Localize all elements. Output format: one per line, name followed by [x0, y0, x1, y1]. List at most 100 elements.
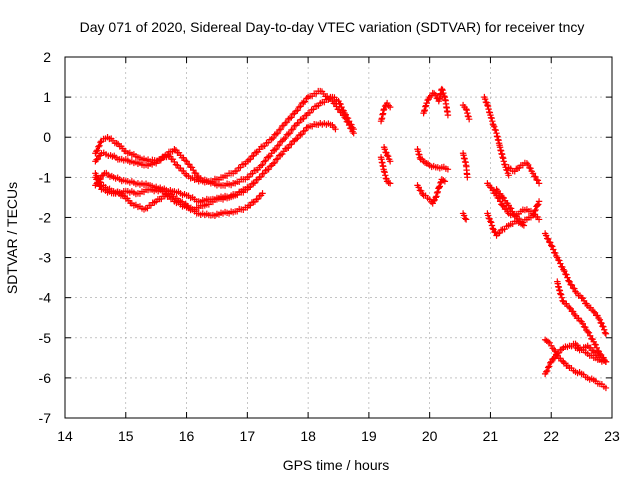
data-point: [544, 338, 552, 345]
data-point: [283, 118, 291, 126]
data-point: [420, 107, 428, 115]
data-point: [563, 271, 570, 278]
data-point: [285, 115, 292, 123]
data-point: [500, 158, 508, 165]
y-tick-label: -5: [39, 330, 52, 346]
x-tick-label: 14: [57, 428, 73, 444]
data-point: [490, 121, 497, 129]
data-point: [507, 205, 515, 212]
data-point: [295, 119, 303, 126]
data-point: [511, 212, 518, 219]
x-tick-label: 21: [483, 428, 499, 444]
data-point: [250, 152, 257, 159]
x-tick-label: 22: [543, 428, 559, 444]
data-point: [280, 136, 287, 143]
x-tick-label: 18: [300, 428, 316, 444]
series-segment-21a: [481, 93, 512, 179]
data-point: [554, 350, 561, 358]
data-point: [600, 326, 608, 333]
data-point: [558, 346, 566, 353]
data-point: [529, 170, 537, 177]
data-point: [560, 358, 567, 366]
data-point: [282, 119, 289, 127]
series-segment-20b: [414, 146, 452, 173]
data-point: [269, 134, 277, 142]
data-point: [438, 85, 446, 93]
series-track-e: [92, 170, 251, 213]
data-point: [277, 125, 284, 133]
data-point: [266, 152, 274, 160]
data-point: [585, 329, 593, 336]
data-point: [590, 308, 597, 315]
data-point: [590, 348, 597, 356]
data-point: [95, 143, 102, 150]
data-point: [386, 103, 394, 111]
data-point: [292, 107, 300, 115]
data-point: [444, 111, 452, 119]
data-point: [277, 151, 284, 158]
data-point: [547, 359, 554, 367]
data-point: [564, 274, 571, 281]
data-point: [274, 155, 281, 162]
data-point: [285, 144, 292, 151]
data-point: [464, 109, 471, 117]
series-segment-19b: [377, 154, 394, 187]
data-point: [263, 154, 271, 161]
data-point: [492, 127, 499, 134]
data-point: [262, 157, 269, 164]
data-point: [534, 202, 541, 209]
data-point: [431, 90, 438, 97]
data-point: [274, 142, 281, 149]
data-point: [344, 114, 352, 122]
data-point: [465, 115, 473, 123]
data-point: [289, 125, 297, 133]
data-point: [291, 122, 298, 130]
data-point: [550, 246, 557, 253]
data-point: [534, 177, 542, 184]
data-point: [440, 177, 447, 184]
data-point: [572, 288, 579, 295]
data-point: [385, 102, 392, 109]
data-point: [332, 126, 339, 133]
data-point: [602, 384, 610, 392]
y-tick-label: -4: [39, 290, 52, 306]
data-point: [485, 105, 492, 113]
data-point: [97, 139, 104, 146]
data-point: [297, 103, 304, 110]
data-point: [487, 218, 494, 225]
data-point: [300, 115, 307, 122]
data-point: [273, 145, 280, 153]
data-point: [417, 187, 425, 195]
data-point: [276, 126, 283, 134]
data-point: [416, 151, 423, 158]
data-point: [119, 192, 126, 199]
data-point: [274, 130, 281, 137]
data-point: [294, 107, 301, 114]
data-point: [421, 106, 429, 114]
data-point: [489, 225, 496, 232]
data-point: [558, 294, 566, 301]
data-point: [433, 193, 440, 200]
x-tick-label: 23: [604, 428, 620, 444]
x-axis-ticks: 14 15 16 17 18 19 20 21 22 23: [57, 57, 620, 444]
data-point: [601, 329, 609, 336]
data-point: [300, 99, 307, 106]
data-point: [273, 156, 280, 163]
data-point: [561, 267, 568, 275]
data-point: [519, 221, 526, 228]
data-point: [582, 324, 589, 331]
data-point: [530, 211, 538, 218]
data-point: [257, 173, 265, 181]
data-point: [295, 103, 303, 111]
data-point: [439, 86, 446, 94]
data-point: [93, 172, 100, 179]
data-point: [529, 212, 537, 219]
data-point: [382, 172, 389, 179]
grid: [65, 57, 612, 418]
data-point: [94, 155, 102, 163]
data-point: [423, 99, 430, 107]
data-point: [188, 164, 196, 171]
y-axis-label: SDTVAR / TECUs: [4, 182, 20, 294]
chart-title: Day 071 of 2020, Sidereal Day-to-day VTE…: [80, 19, 585, 35]
